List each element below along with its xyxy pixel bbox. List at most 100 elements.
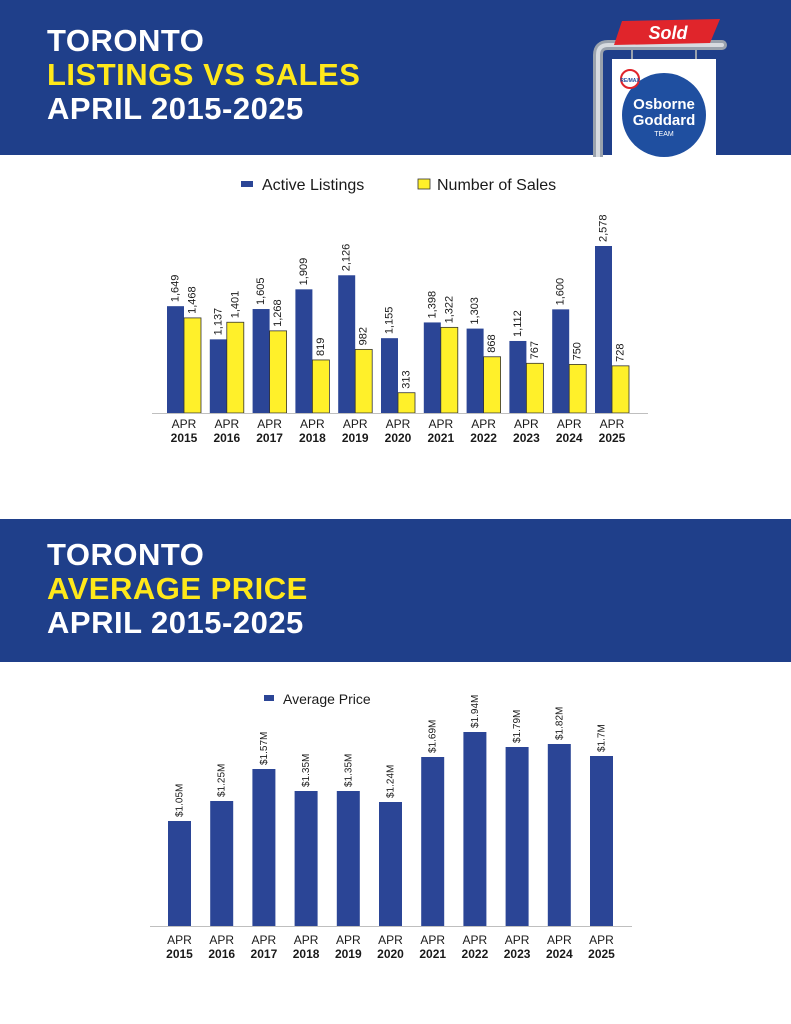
category-month-1: APR xyxy=(209,933,234,947)
category-month-9: APR xyxy=(547,933,572,947)
category-month-7: APR xyxy=(471,417,496,431)
category-month-4: APR xyxy=(336,933,361,947)
category-year-6: 2021 xyxy=(419,947,446,961)
value-label-0-8: 1,112 xyxy=(512,310,524,337)
legend-marker-1 xyxy=(417,178,431,190)
bar-0-7 xyxy=(466,328,484,413)
bar-1-5 xyxy=(397,392,416,414)
bar-0-8 xyxy=(509,340,527,413)
category-year-5: 2020 xyxy=(377,947,404,961)
value-label-0-3: $1.35M xyxy=(301,754,312,787)
value-label-0-8: $1.79M xyxy=(512,710,523,743)
value-label-0-6: $1.69M xyxy=(428,720,439,753)
listings-vs-sales-chart: Active Listings Number of Sales 1,649 1,468… xyxy=(152,177,648,445)
value-label-1-6: 1,322 xyxy=(443,296,455,324)
category-month-8: APR xyxy=(505,933,530,947)
value-label-1-4: 982 xyxy=(358,327,370,345)
value-label-0-7: $1.94M xyxy=(470,695,481,728)
value-label-0-0: 1,649 xyxy=(170,275,182,303)
bar-1-4 xyxy=(354,348,373,414)
category-month-3: APR xyxy=(294,933,319,947)
bar-1-7 xyxy=(483,356,502,414)
title-period: APRIL 2015-2025 xyxy=(47,605,304,640)
category-year-1: 2016 xyxy=(208,947,235,961)
category-month-9: APR xyxy=(557,417,582,431)
legend-marker-0 xyxy=(264,695,274,701)
category-month-1: APR xyxy=(214,417,239,431)
bar-0-5 xyxy=(381,338,398,413)
legend-marker-0 xyxy=(241,181,253,187)
value-label-0-2: 1,605 xyxy=(255,277,267,305)
average-price-chart: Average Price$1.05MAPR2015$1.25MAPR2016$… xyxy=(150,691,632,961)
bar-0-10 xyxy=(595,246,612,413)
value-label-0-6: 1,398 xyxy=(426,291,438,319)
bar-0-3 xyxy=(295,289,313,413)
value-label-1-10: 728 xyxy=(615,343,627,361)
category-year-0: 2015 xyxy=(166,947,193,961)
category-month-10: APR xyxy=(600,417,625,431)
category-year-10: 2025 xyxy=(588,947,615,961)
bar-1-10 xyxy=(611,365,630,414)
value-label-0-1: 1,137 xyxy=(212,308,224,336)
bar-0-4 xyxy=(338,275,356,413)
category-year-6: 2021 xyxy=(427,431,454,445)
title-period: APRIL 2015-2025 xyxy=(47,91,304,126)
sold-text: Sold xyxy=(649,23,689,43)
bar-0-0 xyxy=(167,306,184,413)
bar-0-7 xyxy=(463,732,487,926)
logo-line1: Osborne xyxy=(633,96,695,113)
category-month-0: APR xyxy=(172,417,197,431)
bar-0-5 xyxy=(379,802,402,926)
category-month-0: APR xyxy=(167,933,192,947)
value-label-0-7: 1,303 xyxy=(469,297,481,325)
category-month-6: APR xyxy=(420,933,445,947)
bar-0-2 xyxy=(252,309,270,413)
category-month-7: APR xyxy=(463,933,488,947)
title-city: TORONTO xyxy=(47,537,205,572)
value-label-0-10: $1.7M xyxy=(597,724,608,752)
remax-mark: RE/MAX xyxy=(620,78,640,84)
category-month-2: APR xyxy=(252,933,277,947)
category-year-2: 2017 xyxy=(256,431,283,445)
header-banner-listings: TORONTO LISTINGS VS SALES APRIL 2015-202… xyxy=(0,0,791,157)
title-subject: AVERAGE PRICE xyxy=(47,571,308,606)
value-label-0-9: 1,600 xyxy=(555,278,567,306)
bar-0-1 xyxy=(209,339,227,413)
value-label-0-5: 1,155 xyxy=(384,307,396,335)
category-year-7: 2022 xyxy=(462,947,489,961)
category-month-8: APR xyxy=(514,417,539,431)
osborne-goddard-logo: Sold RE/MAX Osborne Goddard TEAM xyxy=(593,19,727,157)
bar-0-4 xyxy=(336,791,360,926)
category-year-4: 2019 xyxy=(342,431,369,445)
category-year-5: 2020 xyxy=(385,431,412,445)
logo-line3: TEAM xyxy=(654,131,674,138)
category-year-3: 2018 xyxy=(293,947,320,961)
category-year-3: 2018 xyxy=(299,431,326,445)
title-subject: LISTINGS VS SALES xyxy=(47,57,361,92)
bar-0-0 xyxy=(168,821,191,926)
category-month-6: APR xyxy=(428,417,453,431)
value-label-0-0: $1.05M xyxy=(175,784,186,817)
bar-1-8 xyxy=(526,362,544,414)
bar-0-8 xyxy=(505,747,529,926)
value-label-0-10: 2,578 xyxy=(598,214,610,242)
legend-label-1: Number of Sales xyxy=(437,177,556,194)
bar-0-2 xyxy=(252,769,276,926)
category-year-9: 2024 xyxy=(546,947,573,961)
category-year-7: 2022 xyxy=(470,431,497,445)
bar-1-0 xyxy=(183,317,202,414)
bar-0-3 xyxy=(294,791,318,926)
value-label-0-5: $1.24M xyxy=(386,765,397,798)
value-label-1-9: 750 xyxy=(572,342,584,360)
bar-0-6 xyxy=(423,322,441,413)
category-month-4: APR xyxy=(343,417,368,431)
legend-label-0: Average Price xyxy=(283,691,371,707)
category-month-2: APR xyxy=(257,417,282,431)
average-price-title: TORONTO AVERAGE PRICE APRIL 2015-2025 xyxy=(47,538,308,640)
category-year-8: 2023 xyxy=(513,431,540,445)
logo-line2: Goddard xyxy=(633,112,696,129)
bar-0-9 xyxy=(547,744,571,926)
category-month-5: APR xyxy=(378,933,403,947)
bar-1-1 xyxy=(226,321,245,414)
category-year-1: 2016 xyxy=(213,431,240,445)
